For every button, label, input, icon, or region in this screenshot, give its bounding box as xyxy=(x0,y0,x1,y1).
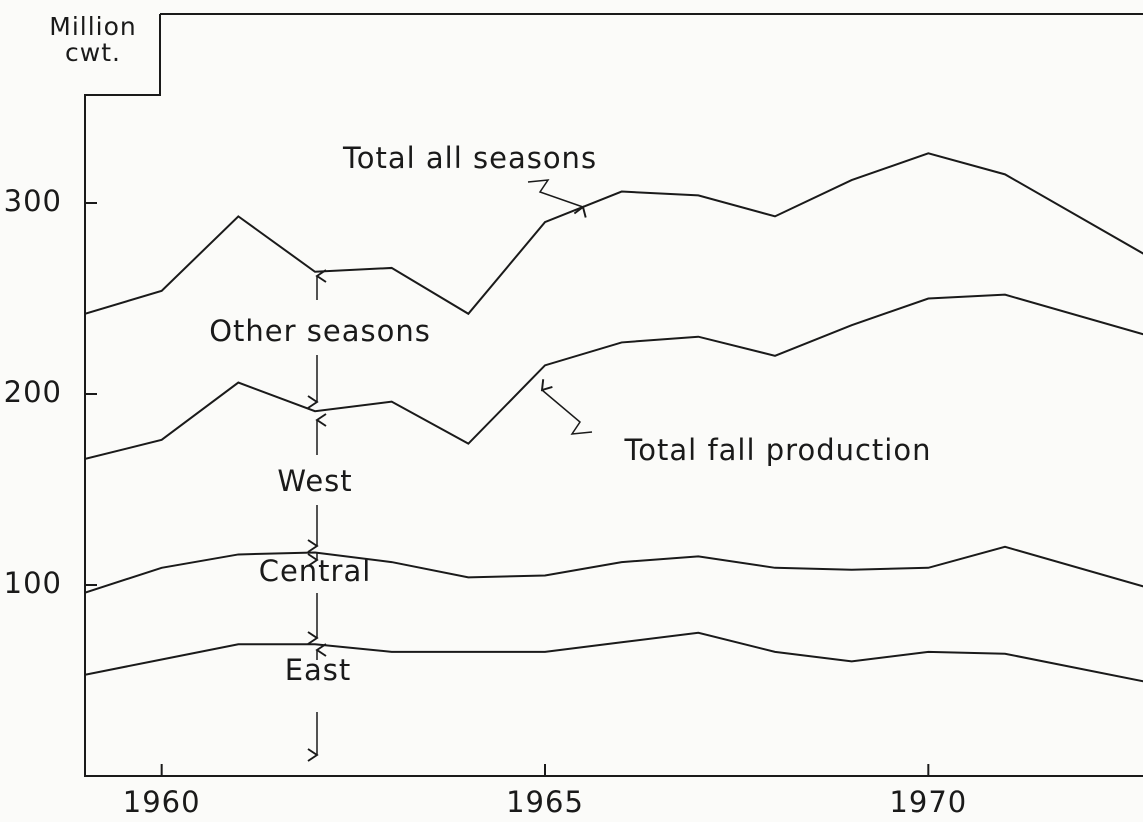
x-tick-label: 1960 xyxy=(123,785,201,819)
series-label: West xyxy=(277,464,352,498)
series-line xyxy=(85,293,1143,460)
x-tick-label: 1965 xyxy=(506,785,584,819)
annotation: Total fall production xyxy=(624,433,932,467)
series-label: East xyxy=(285,653,352,687)
annotation: Total all seasons xyxy=(342,141,597,175)
plot-area xyxy=(85,152,1143,683)
series-label: Other seasons xyxy=(209,314,431,348)
band-arrows xyxy=(317,179,593,755)
frame xyxy=(84,13,1143,777)
series-line xyxy=(85,631,1143,683)
y-axis-label: Million cwt. xyxy=(49,12,137,67)
series-label: Central xyxy=(259,554,372,588)
y-tick-label: 300 xyxy=(4,184,62,218)
y-tick-label: 200 xyxy=(4,375,62,409)
series-line xyxy=(85,545,1143,594)
series-line xyxy=(85,152,1143,316)
x-tick-label: 1970 xyxy=(889,785,967,819)
y-tick-label: 100 xyxy=(4,566,62,600)
